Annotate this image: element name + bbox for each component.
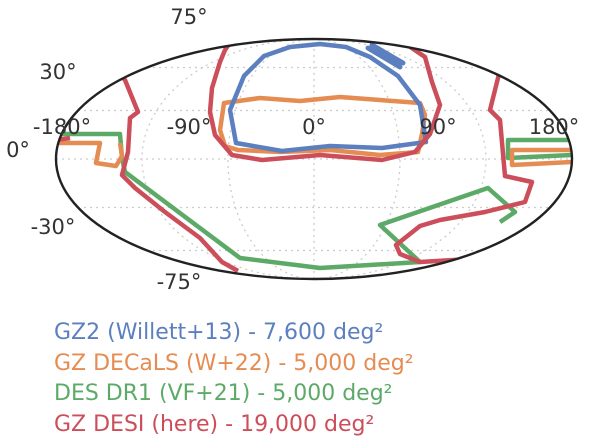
legend-item-decals: GZ DECaLS (W+22) - 5,000 deg² [54,350,414,376]
desi-footprint-south-east [393,69,535,265]
lon-tick-minus-180: -180° [33,115,91,139]
des-footprint-west [56,131,518,271]
decals-footprint-east [509,147,572,168]
legend-item-gz2: GZ2 (Willett+13) - 7,600 deg² [54,320,384,345]
sky-outline [54,37,574,281]
decals-footprint-west [56,140,125,169]
lon-tick-180: 180° [529,115,580,139]
meridian-line [227,38,311,280]
grid-lines [56,38,572,280]
legend: GZ2 (Willett+13) - 7,600 deg² GZ DECaLS … [54,318,414,440]
desi-footprint-north [207,39,443,163]
gz2-stripe [365,42,406,70]
lat-tick-minus-75: -75° [157,270,202,294]
meridian-line [321,38,487,280]
lat-tick-0: 0° [6,138,30,162]
lon-tick-minus-90: -90° [167,115,212,139]
lon-tick-90: 90° [419,115,456,139]
legend-item-des: DES DR1 (VF+21) - 5,000 deg² [54,381,393,406]
gz2-footprint [227,41,429,154]
lat-tick-30: 30° [39,60,76,84]
des-footprint-east [505,137,572,161]
survey-footprints [56,39,572,273]
lat-tick-75: 75° [170,5,207,29]
lat-tick-minus-30: -30° [31,215,76,239]
legend-item-desi: GZ DESI (here) - 19,000 deg² [54,411,375,437]
lon-tick-0: 0° [302,115,326,139]
